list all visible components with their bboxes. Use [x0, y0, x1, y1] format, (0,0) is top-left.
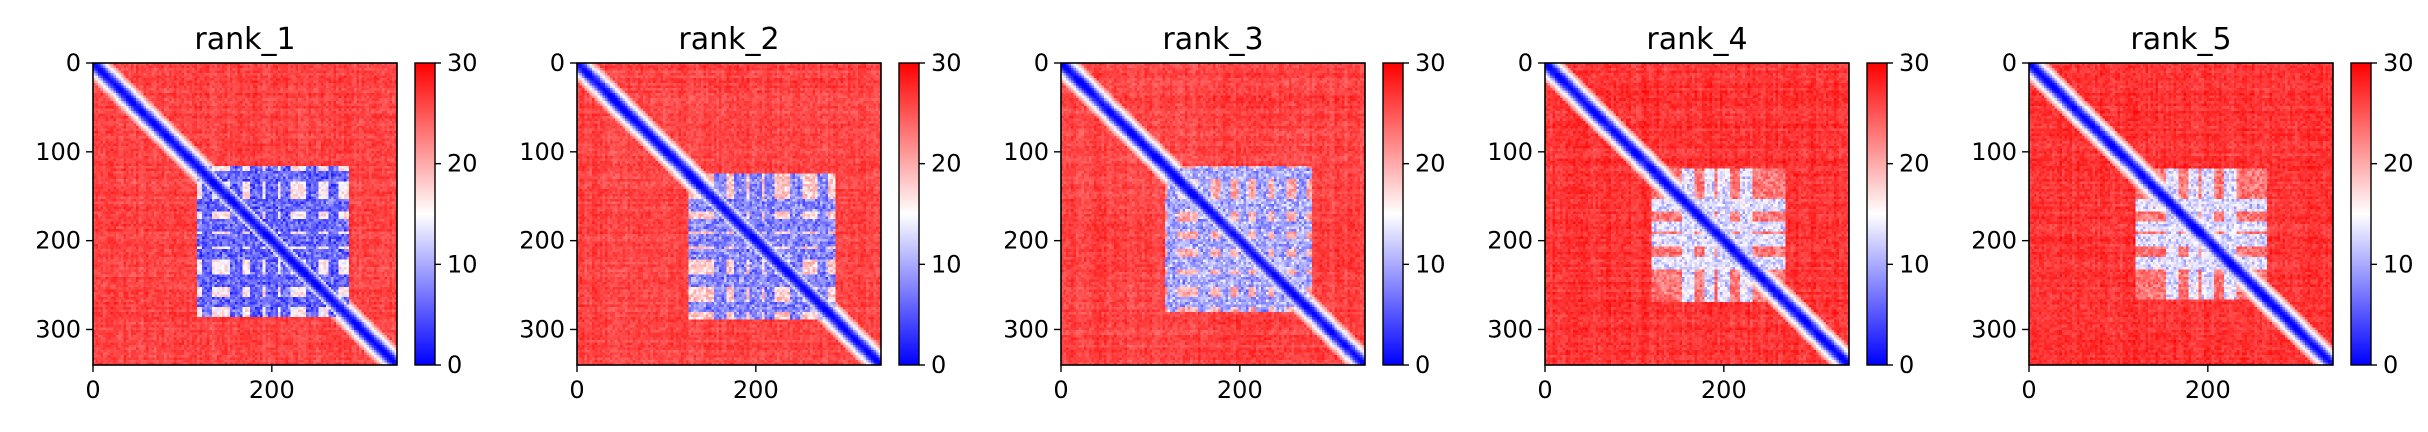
- panel-title: rank_5: [2130, 22, 2231, 57]
- colorbar-tick-label: 20: [1899, 150, 1930, 178]
- colorbar-tick-label: 10: [1415, 250, 1446, 278]
- heatmap-image: [1061, 63, 1365, 365]
- colorbar-tick-label: 20: [447, 150, 478, 178]
- x-tick-label: 200: [1701, 376, 1747, 404]
- heatmap-image: [93, 63, 397, 365]
- y-tick-label: 0: [1034, 49, 1049, 77]
- heatmap-panel-2: rank_2 0 200 0 100 200 300 0 10 20 30: [519, 22, 961, 404]
- colorbar-tick-label: 10: [447, 250, 478, 278]
- y-tick-label: 300: [519, 315, 565, 343]
- x-tick-label: 0: [1537, 376, 1552, 404]
- axes-frame: [1544, 62, 1850, 366]
- colorbar-tick-label: 30: [1899, 49, 1930, 77]
- colorbar-tick-label: 20: [1415, 150, 1446, 178]
- y-tick-label: 200: [1003, 227, 1049, 255]
- colorbar-tick-label: 30: [1415, 49, 1446, 77]
- heatmap-panel-1: rank_1 0 200 0 100 200 300 0 10 20 30: [35, 22, 477, 404]
- y-tick-label: 200: [1971, 227, 2017, 255]
- colorbar: [1382, 62, 1404, 366]
- colorbar-tick-label: 30: [447, 49, 478, 77]
- colorbar: [898, 62, 920, 366]
- heatmap-image: [577, 63, 881, 365]
- colorbar-tick-label: 20: [931, 150, 962, 178]
- x-tick-label: 0: [569, 376, 584, 404]
- colorbar-tick-label: 0: [931, 351, 946, 379]
- colorbar-tick-label: 30: [931, 49, 962, 77]
- panel-title: rank_1: [194, 22, 295, 57]
- heatmap-panel-4: rank_4 0 200 0 100 200 300 0 10 20 30: [1487, 22, 1929, 404]
- y-tick-label: 300: [1971, 315, 2017, 343]
- colorbar-tick-label: 0: [447, 351, 462, 379]
- panel-title: rank_3: [1162, 22, 1263, 57]
- axes-frame: [2028, 62, 2334, 366]
- x-tick-label: 0: [1053, 376, 1068, 404]
- panel-title: rank_4: [1646, 22, 1747, 57]
- heatmap-image: [1545, 63, 1849, 365]
- x-tick-label: 200: [1217, 376, 1263, 404]
- x-tick-label: 200: [249, 376, 295, 404]
- axes-frame: [92, 62, 398, 366]
- colorbar-tick-label: 0: [1415, 351, 1430, 379]
- heatmap-image: [2029, 63, 2333, 365]
- y-tick-label: 100: [35, 138, 81, 166]
- colorbar: [414, 62, 436, 366]
- y-tick-label: 100: [1003, 138, 1049, 166]
- y-tick-label: 300: [1487, 315, 1533, 343]
- y-tick-label: 300: [35, 315, 81, 343]
- y-tick-label: 0: [66, 49, 81, 77]
- colorbar: [2350, 62, 2372, 366]
- y-tick-label: 200: [519, 227, 565, 255]
- axes-frame: [576, 62, 882, 366]
- y-tick-label: 300: [1003, 315, 1049, 343]
- y-tick-label: 0: [1518, 49, 1533, 77]
- y-tick-label: 100: [1971, 138, 2017, 166]
- y-tick-label: 200: [35, 227, 81, 255]
- heatmap-panel-3: rank_3 0 200 0 100 200 300 0 10 20 30: [1003, 22, 1445, 404]
- colorbar-tick-label: 20: [2383, 150, 2414, 178]
- colorbar-tick-label: 0: [1899, 351, 1914, 379]
- colorbar-tick-label: 10: [931, 250, 962, 278]
- colorbar-tick-label: 10: [1899, 250, 1930, 278]
- colorbar-tick-label: 0: [2383, 351, 2398, 379]
- colorbar-tick-label: 10: [2383, 250, 2414, 278]
- y-tick-label: 100: [519, 138, 565, 166]
- axes-frame: [1060, 62, 1366, 366]
- heatmap-panel-5: rank_5 0 200 0 100 200 300 0 10 20 30: [1971, 22, 2413, 404]
- y-tick-label: 200: [1487, 227, 1533, 255]
- colorbar: [1866, 62, 1888, 366]
- x-tick-label: 200: [2185, 376, 2231, 404]
- colorbar-tick-label: 30: [2383, 49, 2414, 77]
- panel-title: rank_2: [678, 22, 779, 57]
- y-tick-label: 100: [1487, 138, 1533, 166]
- x-tick-label: 200: [733, 376, 779, 404]
- x-tick-label: 0: [85, 376, 100, 404]
- y-tick-label: 0: [2002, 49, 2017, 77]
- y-tick-label: 0: [550, 49, 565, 77]
- x-tick-label: 0: [2021, 376, 2036, 404]
